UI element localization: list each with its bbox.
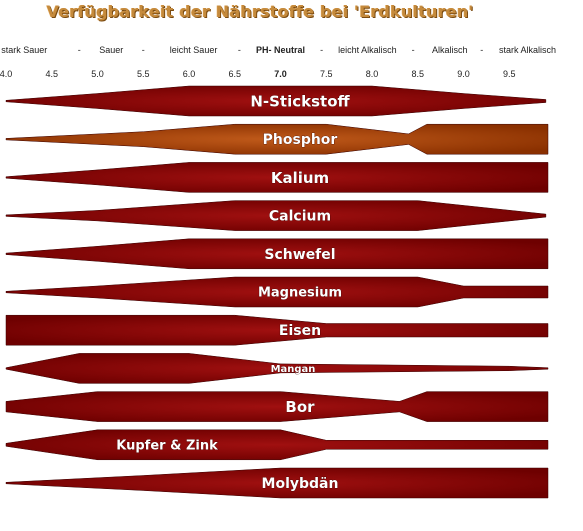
ph-tick-label: 7.5: [319, 69, 333, 79]
chart-title: Verfügbarkeit der Nährstoffe bei 'Erdkul…: [46, 2, 474, 21]
band-label: Bor: [285, 398, 315, 416]
band-phosphor: [5, 123, 549, 155]
band-label: Calcium: [269, 209, 331, 225]
band-label: Eisen: [279, 323, 321, 339]
scale-label: stark Sauer: [1, 45, 48, 55]
ph-tick-label: 9.0: [457, 69, 470, 79]
band-label: Mangan: [271, 364, 316, 375]
band-label: Magnesium: [258, 286, 342, 301]
band-label: Phosphor: [263, 132, 338, 148]
band-kalium: [5, 162, 549, 193]
scale-label: -: [411, 45, 415, 55]
band-label: Kalium: [271, 169, 329, 187]
band-kupfer-zink: [5, 429, 549, 461]
ph-tick-label: 8.0: [365, 69, 379, 79]
band-schwefel: [5, 238, 549, 270]
scale-label: -: [237, 45, 241, 55]
ph-tick-label: 9.5: [502, 69, 516, 79]
scale-label: stark Alkalisch: [499, 45, 557, 55]
ph-tick-label: 6.0: [182, 69, 196, 79]
band-eisen: [5, 314, 549, 346]
ph-tick-label: 5.5: [136, 69, 150, 79]
scale-label: Alkalisch: [432, 45, 468, 55]
scale-label: -: [480, 45, 484, 55]
band-bor: [5, 391, 549, 422]
scale-label: PH- Neutral: [255, 45, 306, 55]
band-label: Kupfer & Zink: [116, 438, 218, 453]
ph-tick-label: 4.5: [45, 69, 59, 79]
ph-tick-label: 4.0: [0, 69, 13, 79]
band-magnesium: [5, 276, 549, 308]
band-calcium: [5, 200, 547, 231]
scale-label: Sauer: [99, 45, 124, 55]
ph-tick-label: 8.5: [411, 69, 425, 79]
scale-label: -: [77, 45, 81, 55]
band-n-stickstoff: [5, 85, 547, 117]
ph-tick-label: 5.0: [91, 69, 104, 79]
band-label: Molybdän: [262, 476, 339, 492]
band-molybd-n: [5, 467, 549, 499]
scale-label: leicht Sauer: [169, 45, 218, 55]
ph-tick-label: 7.0: [274, 69, 287, 79]
scale-label: leicht Alkalisch: [338, 45, 397, 55]
scale-label: -: [141, 45, 145, 55]
band-label: N-Stickstoff: [250, 92, 350, 110]
band-label: Schwefel: [264, 247, 335, 263]
scale-label: -: [320, 45, 324, 55]
ph-tick-label: 6.5: [228, 69, 242, 79]
band-mangan: [5, 353, 549, 384]
